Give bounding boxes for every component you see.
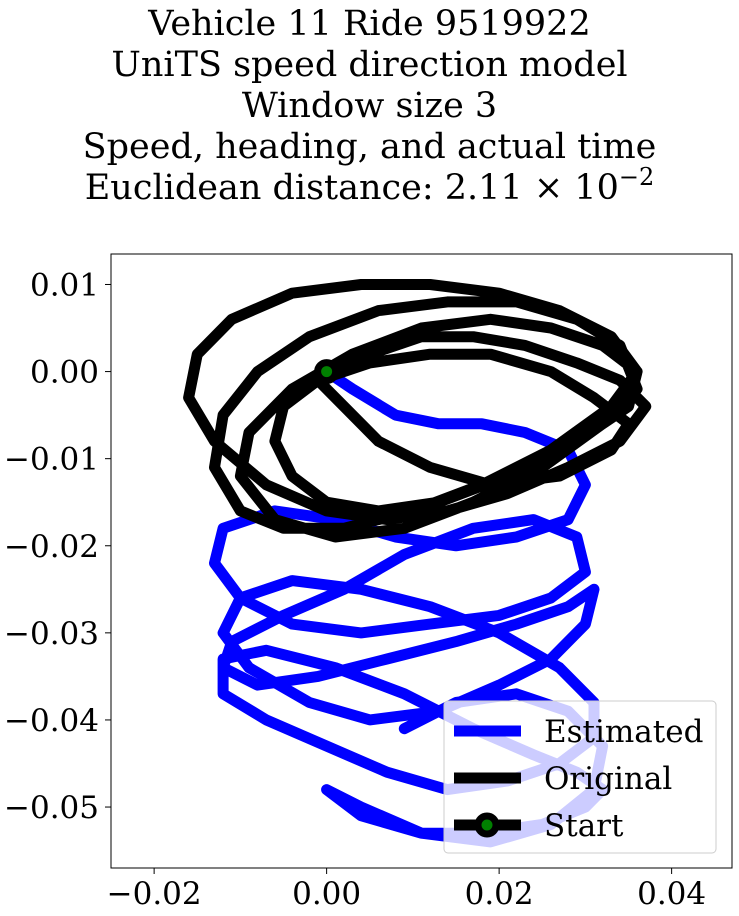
euclidean-times: × — [533, 168, 564, 208]
legend-start-marker — [474, 812, 500, 838]
y-tick-label: −0.03 — [4, 616, 99, 652]
title-line-1: Vehicle 11 Ride 9519922 — [148, 4, 591, 44]
euclidean-exponent: −2 — [618, 163, 655, 191]
x-tick-label: 0.00 — [292, 876, 361, 912]
plot-frame — [110, 253, 733, 869]
x-tick-label: −0.02 — [107, 876, 202, 912]
x-tick-label: 0.04 — [637, 876, 706, 912]
legend-box — [443, 700, 717, 854]
legend: Estimated Original Start — [443, 700, 717, 854]
y-tick-label: −0.04 — [4, 703, 99, 739]
y-tick-label: 0.01 — [30, 267, 99, 303]
legend-label-start: Start — [544, 808, 624, 844]
title-line-2: UniTS speed direction model — [111, 45, 628, 85]
euclidean-mantissa: 2.11 — [444, 168, 523, 208]
series-line-original — [183, 279, 652, 543]
start-marker — [314, 359, 340, 385]
x-tick-label: 0.02 — [465, 876, 534, 912]
euclidean-label: Euclidean distance: — [84, 168, 445, 208]
legend-label-original: Original — [544, 761, 672, 797]
euclidean-base: 10 — [574, 168, 619, 208]
title-euclidean-distance: Euclidean distance: 2.11 × 10−2 — [0, 165, 739, 209]
y-tick-label: 0.00 — [30, 355, 99, 391]
chart-title: Vehicle 11 Ride 9519922 UniTS speed dire… — [0, 4, 739, 209]
legend-label-estimated: Estimated — [544, 714, 703, 750]
title-line-4: Speed, heading, and actual time — [82, 127, 657, 167]
axis-layer: −0.02 0.00 0.02 0.04 0.01 0.00 −0.01 −0.02 −0.03… — [4, 267, 706, 912]
y-tick-label: −0.05 — [4, 790, 99, 826]
y-tick-label: −0.02 — [4, 529, 99, 565]
y-tick-label: −0.01 — [4, 442, 99, 478]
title-line-3: Window size 3 — [241, 86, 498, 126]
